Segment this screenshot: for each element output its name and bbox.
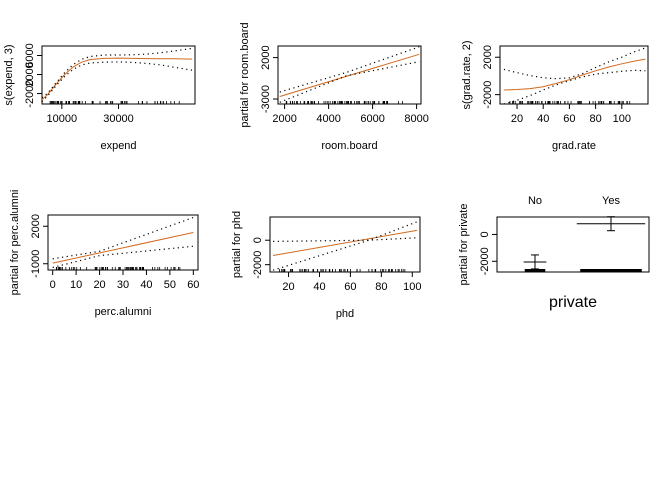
y-axis-label: s(grad.rate, 2) <box>461 40 473 109</box>
x-tick-label: 20 <box>511 113 523 125</box>
series-upper-band <box>279 46 420 93</box>
x-axis-label: private <box>549 294 597 311</box>
y-axis-label: s(expend, 3) <box>3 44 15 105</box>
y-tick-label: 2000 <box>482 45 494 69</box>
y-axis-label: partial for room.board <box>239 22 251 127</box>
x-tick-label: 10000 <box>47 113 78 125</box>
category-label: No <box>528 195 542 207</box>
x-tick-label: 60 <box>563 113 575 125</box>
x-tick-label: 10 <box>70 279 82 291</box>
panel-private: -2000 0 partial for private No Yes private <box>458 195 650 311</box>
x-tick-label: 20 <box>282 281 294 293</box>
x-axis-label: room.board <box>321 140 377 152</box>
panel-perc.alumni: -1000 2000 partial for perc.alumni 0 10 20 30 4… <box>9 190 199 318</box>
x-axis-label: expend <box>100 140 136 152</box>
y-axis-label: partial for private <box>458 204 470 286</box>
y-tick-label: -2000 <box>252 251 264 279</box>
x-axis-label: perc.alumni <box>95 306 152 318</box>
x-tick-label: 30 <box>117 279 129 291</box>
x-tick-label: 100 <box>613 113 631 125</box>
series-lower-band <box>279 61 420 103</box>
series-fit <box>52 232 194 264</box>
y-tick-label: -2000 <box>24 79 36 107</box>
y-tick-label: 2000 <box>30 214 42 238</box>
series-lower-band <box>41 61 193 103</box>
series-upper-band <box>52 216 194 260</box>
x-tick-label: 20 <box>93 279 105 291</box>
y-axis-label: partial for phd <box>231 211 243 278</box>
y-tick-label: -2000 <box>479 247 491 275</box>
panel-grad.rate: -2000 2000 s(grad.rate, 2) 20 40 60 80 100 grad.… <box>461 40 649 152</box>
x-tick-label: 30000 <box>103 113 134 125</box>
y-tick-label: -3000 <box>260 85 272 113</box>
y-tick-label: 0 <box>252 237 264 243</box>
y-tick-label: -1000 <box>30 250 42 278</box>
series-lower-band <box>272 237 417 271</box>
x-tick-label: 0 <box>50 279 56 291</box>
y-tick-label: -2000 <box>482 81 494 109</box>
plot-frame <box>496 216 650 273</box>
series-lower-band <box>503 69 646 105</box>
series-upper-band <box>273 221 418 242</box>
plot-frame <box>499 45 649 105</box>
x-tick-label: 100 <box>403 281 421 293</box>
series-fit <box>273 229 417 256</box>
y-tick-label: 0 <box>479 231 491 237</box>
x-tick-label: 40 <box>313 281 325 293</box>
plot-frame <box>41 45 196 105</box>
series-fit <box>41 57 193 101</box>
series-fit <box>279 53 420 97</box>
x-tick-label: 4000 <box>316 113 340 125</box>
x-tick-label: 8000 <box>404 113 428 125</box>
x-tick-label: 80 <box>375 281 387 293</box>
x-tick-label: 80 <box>589 113 601 125</box>
x-axis-label: phd <box>336 308 354 320</box>
x-tick-label: 40 <box>537 113 549 125</box>
plot-frame <box>47 214 199 271</box>
x-tick-label: 40 <box>140 279 152 291</box>
plot-frame <box>269 216 421 273</box>
plot-frame <box>277 45 422 105</box>
x-tick-label: 6000 <box>360 113 384 125</box>
x-tick-label: 2000 <box>272 113 296 125</box>
series-upper-band <box>503 47 646 80</box>
y-tick-label: 6000 <box>24 43 36 67</box>
y-tick-label: 2000 <box>24 62 36 86</box>
x-tick-label: 60 <box>187 279 199 291</box>
series-upper-band <box>41 47 193 99</box>
x-tick-label: 50 <box>164 279 176 291</box>
y-tick-label: 2000 <box>260 45 272 69</box>
rug-block <box>524 269 546 272</box>
x-axis-label: grad.rate <box>552 140 596 152</box>
series-fit <box>503 58 646 91</box>
series-lower-band <box>52 245 194 269</box>
category-label: Yes <box>602 195 620 207</box>
rug-block <box>580 269 642 272</box>
x-tick-label: 60 <box>344 281 356 293</box>
y-axis-label: partial for perc.alumni <box>9 190 21 296</box>
panel-phd: -2000 0 partial for phd 20 40 60 80 100 phd <box>231 211 421 320</box>
